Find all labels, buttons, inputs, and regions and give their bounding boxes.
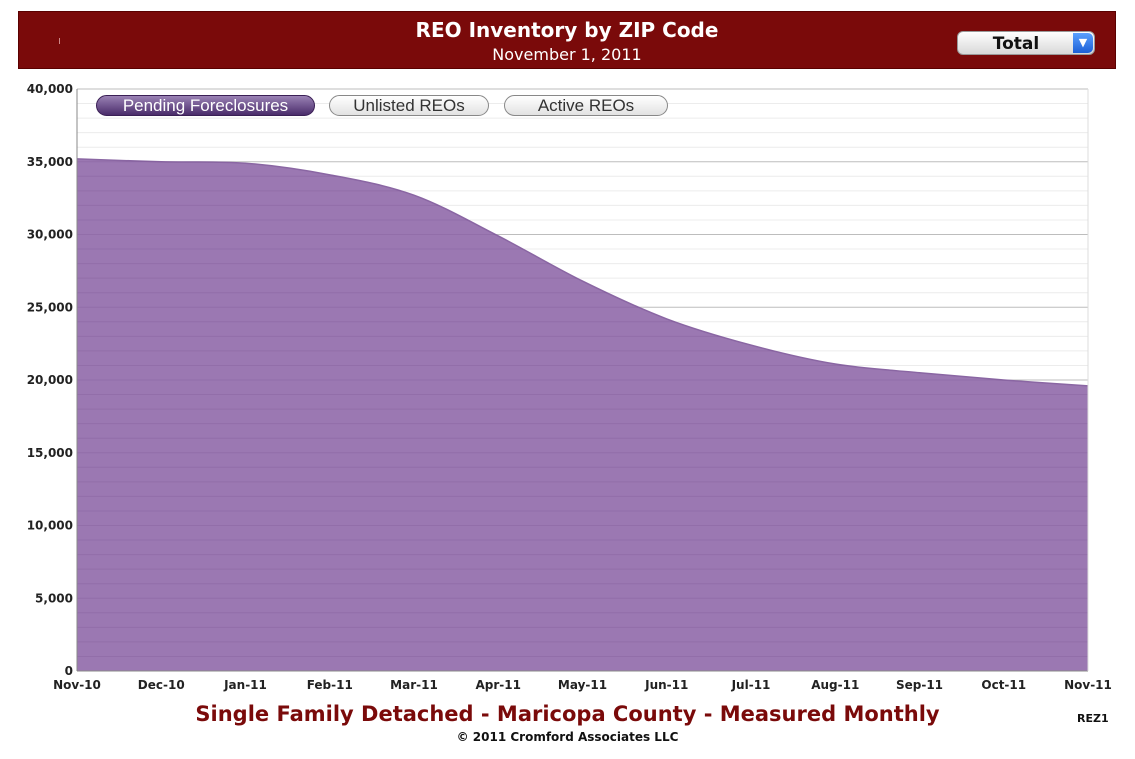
tab-unlisted-reos[interactable]: Unlisted REOs [329, 95, 489, 116]
tab-pending-foreclosures[interactable]: Pending Foreclosures [96, 95, 315, 116]
x-tick-label: Jan-11 [223, 678, 267, 692]
x-tick-label: Mar-11 [390, 678, 438, 692]
y-tick-label: 40,000 [27, 82, 73, 96]
x-tick-label: Jun-11 [644, 678, 688, 692]
x-tick-label: Nov-11 [1064, 678, 1112, 692]
x-tick-labels: Nov-10 Dec-10 Jan-11 Feb-11 Mar-11 Apr-11 May-… [53, 678, 1112, 692]
x-tick-label: Apr-11 [476, 678, 521, 692]
tab-active-reos[interactable]: Active REOs [504, 95, 668, 116]
chevron-down-icon[interactable]: ▼ [1073, 33, 1093, 53]
copyright-text: © 2011 Cromford Associates LLC [456, 730, 679, 744]
x-tick-label: May-11 [558, 678, 607, 692]
x-tick-label: Aug-11 [811, 678, 859, 692]
region-dropdown[interactable]: Total ▼ [957, 31, 1095, 55]
header-mark [59, 38, 60, 44]
x-tick-label: Jul-11 [731, 678, 771, 692]
x-tick-label: Dec-10 [138, 678, 185, 692]
y-tick-label: 15,000 [27, 446, 73, 460]
dropdown-selected-value: Total [992, 34, 1040, 54]
footer-title: Single Family Detached - Maricopa County… [195, 702, 940, 726]
chart-header: REO Inventory by ZIP Code November 1, 20… [18, 11, 1116, 69]
x-tick-label: Feb-11 [307, 678, 353, 692]
pending-foreclosures-area [77, 158, 1088, 672]
x-tick-label: Sep-11 [896, 678, 943, 692]
y-tick-label: 25,000 [27, 300, 73, 314]
chart-title: REO Inventory by ZIP Code [415, 18, 719, 42]
y-tick-label: 0 [65, 664, 73, 678]
area-series [76, 158, 1089, 672]
y-tick-label: 35,000 [27, 155, 73, 169]
chart-code: REZ1 [1077, 712, 1109, 725]
y-tick-label: 10,000 [27, 519, 73, 533]
x-tick-label: Nov-10 [53, 678, 101, 692]
chart-subtitle: November 1, 2011 [492, 45, 642, 64]
x-tick-label: Oct-11 [981, 678, 1026, 692]
y-tick-label: 5,000 [35, 591, 73, 605]
pending-foreclosures-line [76, 158, 1089, 387]
y-tick-label: 30,000 [27, 228, 73, 242]
y-tick-labels: 0 5,000 10,000 15,000 20,000 25,000 30,000 35,0… [27, 82, 73, 678]
axes [76, 89, 1089, 672]
y-tick-label: 20,000 [27, 373, 73, 387]
